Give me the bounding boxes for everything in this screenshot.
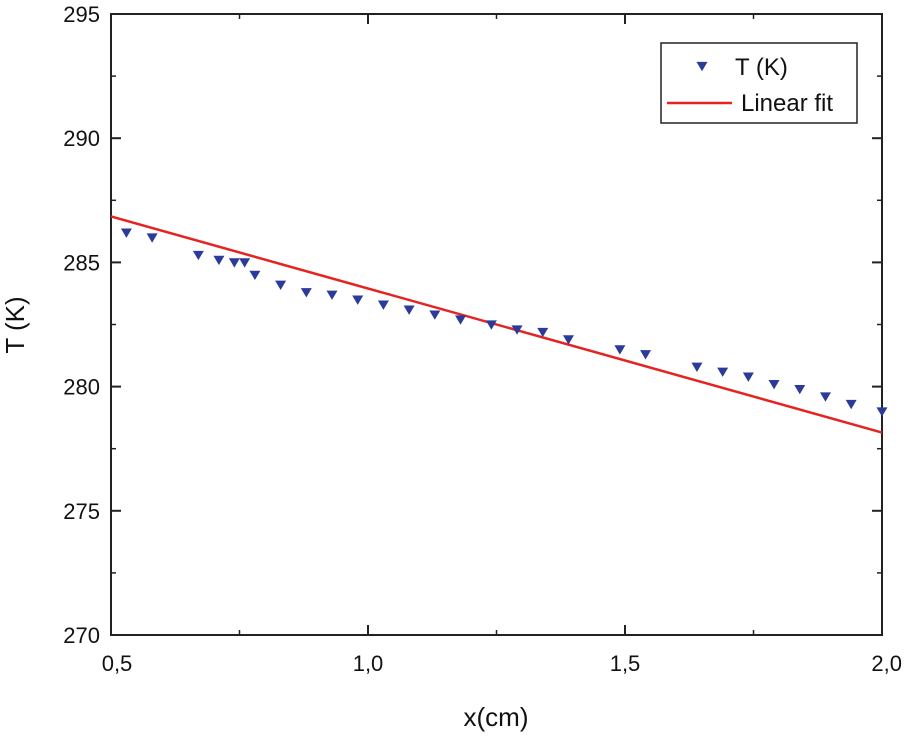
data-point: [537, 327, 549, 338]
data-point: [794, 384, 806, 395]
x-axis-title: x(cm): [464, 702, 529, 732]
data-point: [239, 258, 251, 268]
data-point: [485, 320, 497, 330]
y-axis-ticks: 270 275 280 285 290 295: [63, 2, 882, 648]
y-tick-label: 270: [63, 623, 100, 648]
data-point: [562, 335, 574, 345]
x-tick-label: 1,5: [610, 651, 641, 676]
y-tick-label: 295: [63, 2, 100, 27]
data-point: [120, 228, 132, 238]
data-point: [640, 350, 652, 360]
data-point: [403, 305, 415, 315]
x-tick-label: 1,0: [353, 651, 384, 676]
data-point: [819, 392, 831, 402]
data-point: [691, 362, 703, 372]
legend-marker-triangle: [696, 61, 708, 72]
data-point: [768, 379, 780, 390]
data-point: [275, 280, 287, 290]
legend-box: [660, 42, 858, 124]
data-point: [377, 300, 389, 310]
data-point: [845, 399, 857, 410]
data-point: [511, 325, 523, 335]
data-point: [876, 407, 888, 417]
y-axis-title: T (K): [0, 296, 30, 353]
y-tick-label: 275: [63, 499, 100, 524]
legend-label-t-k: T (K): [735, 54, 788, 81]
y-tick-label: 280: [63, 375, 100, 400]
y-tick-label: 285: [63, 250, 100, 275]
x-tick-label: 2,0: [871, 651, 902, 676]
legend: T (K) Linear fit: [660, 42, 858, 124]
data-point: [455, 315, 467, 325]
data-point: [213, 255, 225, 266]
x-tick-label: 0,5: [102, 651, 133, 676]
data-points: [120, 228, 888, 417]
legend-label-linear-fit: Linear fit: [741, 90, 833, 117]
data-point: [192, 250, 204, 261]
data-point: [717, 367, 729, 377]
data-point: [352, 295, 364, 305]
data-point: [614, 345, 626, 355]
x-axis-ticks: 0,5 1,0 1,5 2,0: [102, 14, 902, 676]
data-point: [146, 233, 158, 243]
data-point: [429, 310, 441, 320]
linear-fit-line: [110, 215, 883, 434]
y-tick-label: 290: [63, 126, 100, 151]
data-point: [228, 258, 240, 268]
data-point: [300, 288, 312, 298]
data-point: [249, 270, 261, 281]
data-point: [742, 372, 754, 382]
data-point: [326, 290, 338, 300]
